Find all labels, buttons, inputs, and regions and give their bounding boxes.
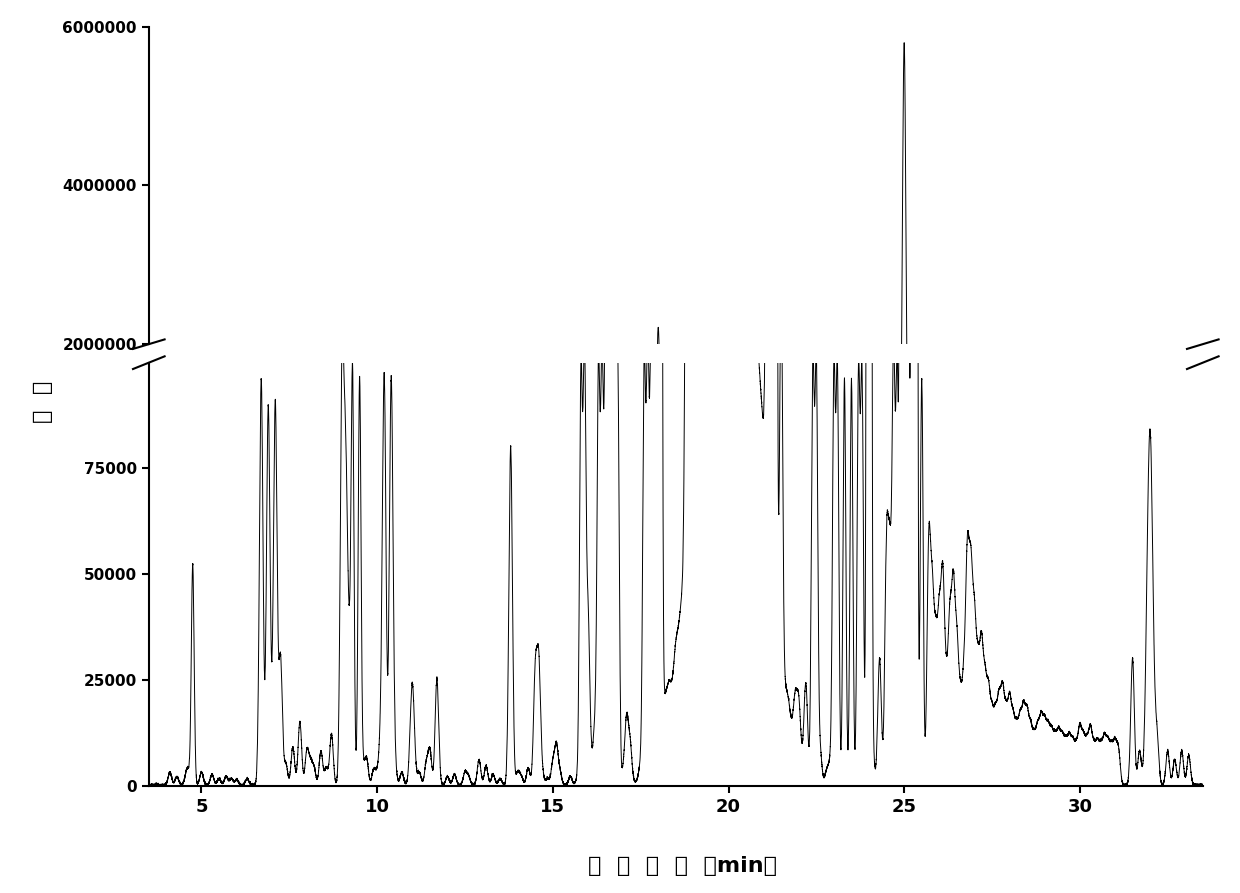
Text: 丰  度: 丰 度	[33, 380, 53, 423]
Text: 保  留  时  间  （min）: 保 留 时 间 （min）	[588, 856, 776, 876]
